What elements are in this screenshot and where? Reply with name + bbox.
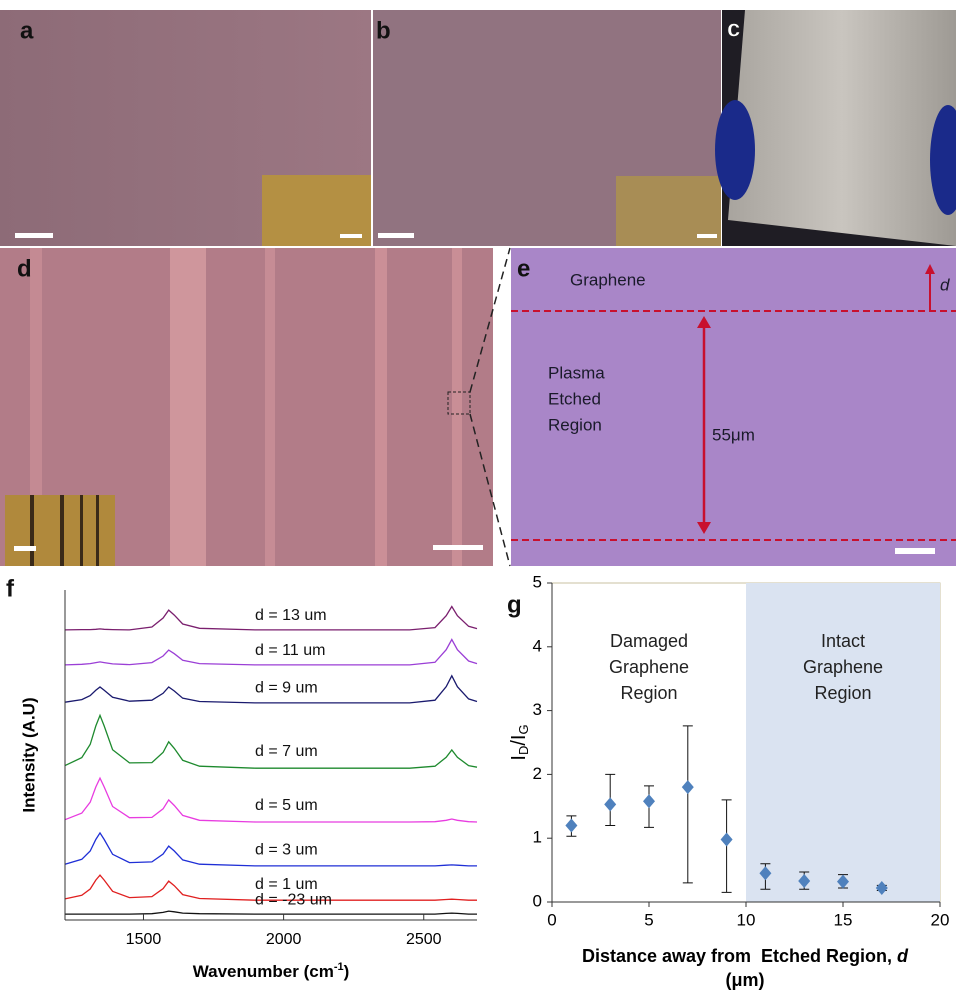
y-tick-label: 4 — [533, 636, 542, 655]
panel-e-image: Graphene Plasma Etched Region 55μm d — [511, 248, 956, 566]
panel-b-image — [373, 10, 721, 246]
x-tick-label: 2000 — [266, 931, 302, 948]
panel-label: g — [507, 591, 522, 618]
panel-label: f — [6, 575, 15, 602]
series-label: d = 11 um — [255, 642, 325, 659]
figure: Graphene Plasma Etched Region 55μm d a b… — [0, 0, 956, 991]
y-axis-title: Intensity (A.U) — [19, 697, 38, 812]
panel-label: e — [517, 255, 530, 282]
region-label: Region — [548, 415, 602, 434]
y-tick-label: 3 — [533, 700, 542, 719]
x-axis-title-part: Distance away from Etched Region, — [582, 946, 897, 966]
x-axis-unit: (μm) — [725, 970, 764, 990]
series-label: d = 13 um — [255, 607, 327, 624]
x-axis-title-part: Wavenumber (cm — [193, 962, 334, 981]
panel-label: d — [17, 255, 32, 282]
d-label: d — [940, 275, 950, 294]
region-label: Etched — [548, 389, 601, 408]
panel-c-image — [715, 10, 956, 246]
region-label: Plasma — [548, 363, 605, 382]
x-axis-title-var: d — [897, 946, 909, 966]
x-tick-label: 10 — [737, 910, 756, 929]
x-axis-title-part: ) — [344, 962, 350, 981]
series-label: d = 7 um — [255, 743, 318, 760]
y-axis-title-sub: D — [516, 746, 531, 755]
x-axis-title-sup: -1 — [334, 961, 344, 973]
region-annotation: Damaged — [610, 631, 688, 651]
panel-a-image — [0, 10, 371, 246]
x-tick-label: 0 — [547, 910, 556, 929]
region-annotation: Region — [814, 683, 871, 703]
panel-label: a — [20, 17, 34, 44]
x-axis-title: Distance away from Etched Region, d — [582, 946, 909, 966]
panel-d-image — [0, 248, 510, 566]
graphene-label: Graphene — [570, 270, 646, 289]
region-annotation: Graphene — [803, 657, 883, 677]
x-tick-label: 2500 — [406, 931, 442, 948]
x-tick-label: 1500 — [126, 931, 162, 948]
x-tick-label: 5 — [644, 910, 653, 929]
y-axis-title-sub: G — [516, 724, 531, 734]
chart-f: d = 13 um d = 11 um d = 9 um d = 7 um d = 5 … — [19, 590, 477, 981]
series-label: d = 9 um — [255, 679, 318, 696]
chart-g: Damaged Graphene Region Intact Graphene Regio… — [508, 572, 949, 989]
x-tick-label: 15 — [834, 910, 853, 929]
series-label: d = 3 um — [255, 841, 318, 858]
y-tick-label: 0 — [533, 891, 542, 910]
x-axis-title: Wavenumber (cm-1) — [193, 961, 350, 982]
region-annotation: Intact — [821, 631, 865, 651]
panel-label: c — [727, 15, 740, 42]
spectrum-line — [65, 911, 477, 914]
panel-label: b — [376, 17, 391, 44]
region-annotation: Region — [620, 683, 677, 703]
y-axis-title-part: /I — [508, 735, 530, 746]
y-tick-label: 1 — [533, 828, 542, 847]
series-label: d = 5 um — [255, 797, 318, 814]
y-tick-label: 2 — [533, 764, 542, 783]
x-tick-label: 20 — [931, 910, 950, 929]
series-label: d = -23 um — [255, 891, 332, 908]
region-annotation: Graphene — [609, 657, 689, 677]
y-axis-title: ID/IG — [508, 724, 531, 760]
distance-label: 55μm — [712, 425, 755, 444]
y-tick-label: 5 — [533, 572, 542, 591]
